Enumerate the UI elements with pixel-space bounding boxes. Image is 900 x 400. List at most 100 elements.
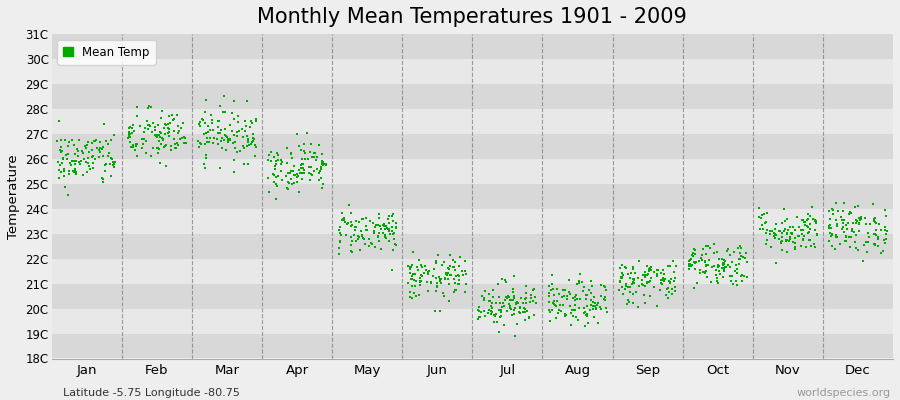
Point [780,236,795,243]
Point [162,113,176,119]
Point [804,243,818,249]
Point [355,216,369,222]
Point [282,180,296,186]
Point [267,154,282,160]
Point [137,129,151,135]
Point [716,257,731,264]
Point [386,230,400,236]
Point [238,117,252,124]
Point [311,142,326,148]
Point [779,238,794,244]
Point [433,308,447,314]
Point [284,150,298,156]
Text: Latitude -5.75 Longitude -80.75: Latitude -5.75 Longitude -80.75 [63,388,240,398]
Point [294,162,309,168]
Point [197,161,211,167]
Point [482,291,496,298]
Point [193,123,207,129]
Point [459,281,473,287]
Point [166,117,180,124]
Point [835,208,850,214]
Point [867,231,881,237]
Point [613,265,627,272]
Point [843,209,858,216]
Point [632,282,646,289]
Point [287,180,302,186]
Point [684,256,698,262]
Point [340,221,355,227]
Point [227,168,241,175]
Point [506,286,520,292]
Point [103,161,117,167]
Point [486,294,500,300]
Point [786,239,800,246]
Point [732,261,746,267]
Point [786,224,800,231]
Point [379,235,393,242]
Point [797,219,812,226]
Point [495,304,509,310]
Point [382,220,396,226]
Point [230,132,244,139]
Point [155,108,169,114]
Point [868,226,883,233]
Point [63,162,77,168]
Point [372,238,386,244]
Point [664,276,679,282]
Point [122,125,137,132]
Point [822,208,836,214]
Point [586,306,600,312]
Point [843,244,858,250]
Point [155,135,169,141]
Point [73,161,87,167]
Point [130,140,144,147]
Point [268,196,283,203]
Point [718,258,733,264]
Point [807,244,822,250]
Point [454,268,469,274]
Point [512,305,526,311]
Point [412,282,427,288]
Point [493,299,508,306]
Point [788,245,802,252]
Point [125,130,140,136]
Point [829,217,843,224]
Point [490,319,504,325]
Point [867,218,881,224]
Point [104,155,118,162]
Point [307,154,321,161]
Point [315,160,329,167]
Point [612,287,626,293]
Point [304,141,319,148]
Point [711,263,725,270]
Point [551,310,565,316]
Point [122,132,136,138]
Point [717,261,732,267]
Point [587,314,601,320]
Point [759,240,773,247]
Point [53,162,68,168]
Point [583,306,598,313]
Point [781,238,796,244]
Point [203,112,218,118]
Point [545,300,560,306]
Point [733,256,747,262]
Point [876,248,890,254]
Point [477,295,491,302]
Point [452,263,466,270]
Point [334,232,348,238]
Point [356,232,370,239]
Point [287,172,302,178]
Point [227,157,241,163]
Point [756,226,770,232]
Point [217,126,231,132]
Point [133,122,148,129]
Point [501,300,516,307]
Point [493,314,508,320]
Point [716,260,731,267]
Point [487,312,501,318]
Point [433,278,447,284]
Point [122,130,136,136]
Point [723,273,737,280]
Point [781,227,796,234]
